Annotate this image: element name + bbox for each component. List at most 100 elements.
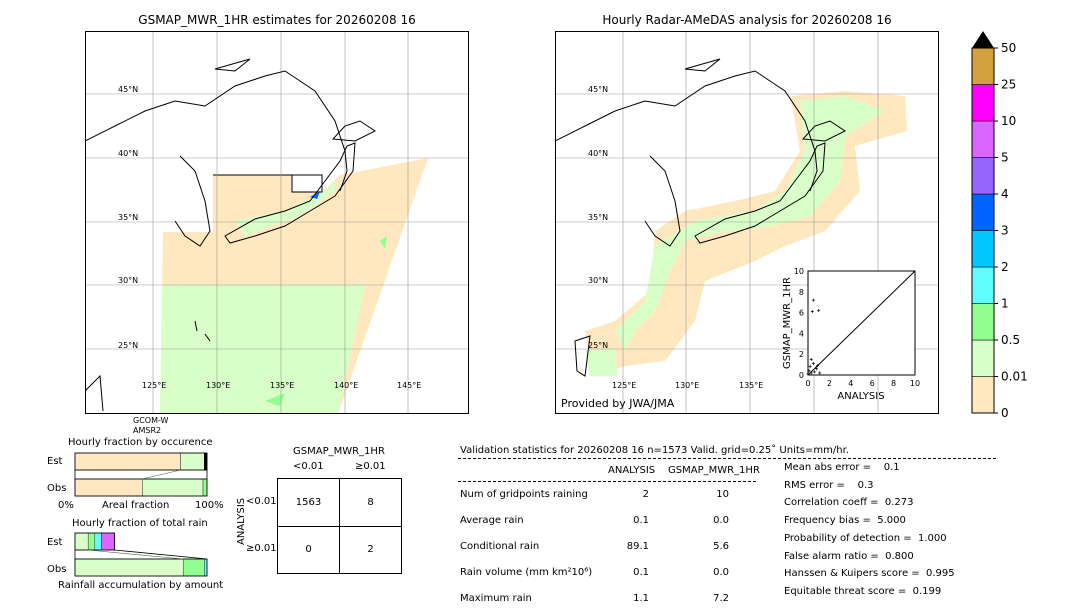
bar-segment-obs bbox=[74, 558, 184, 577]
data-credit: Provided by JWA/JMA bbox=[561, 397, 675, 410]
score-line: RMS error = 0.3 bbox=[784, 479, 874, 491]
colorbar-level bbox=[971, 303, 995, 341]
colorbar-level bbox=[971, 47, 995, 85]
scatter-point bbox=[811, 362, 815, 366]
right-map-title: Hourly Radar-AMeDAS analysis for 2026020… bbox=[602, 13, 892, 27]
lon-label: 125°E bbox=[142, 381, 167, 390]
left-map-gridlines bbox=[85, 31, 469, 414]
stat-gsmap-value: 0.0 bbox=[713, 567, 729, 578]
colorbar-level bbox=[971, 84, 995, 122]
colorbar-level bbox=[971, 230, 995, 268]
right-map-coastlines bbox=[555, 58, 846, 377]
occurrence-tick-100: 100% bbox=[195, 500, 224, 511]
stat-analysis-value: 0.1 bbox=[633, 515, 649, 526]
lat-label: 30°N bbox=[588, 276, 609, 285]
stat-label: Average rain bbox=[460, 515, 524, 526]
occurrence-est-label: Est bbox=[47, 456, 63, 467]
stat-label: Num of gridpoints raining bbox=[460, 489, 588, 500]
score-line: Hanssen & Kuipers score = 0.995 bbox=[784, 568, 955, 580]
cell-hit-none: 1563 bbox=[295, 497, 322, 508]
scatter-ylabel: GSMAP_MWR_1HR bbox=[782, 277, 793, 369]
scatter-xtick: 10 bbox=[910, 379, 920, 388]
bar-segment-est bbox=[101, 532, 115, 551]
colorbar-label: 50 bbox=[1001, 41, 1016, 55]
lon-label: 135°E bbox=[270, 381, 295, 390]
contingency-title: GSMAP_MWR_1HR bbox=[293, 446, 385, 457]
bar-segment-est bbox=[74, 452, 181, 471]
bar-segment-est bbox=[180, 452, 205, 471]
occurrence-xlabel: Areal fraction bbox=[102, 500, 170, 511]
colorbar-extend-arrow bbox=[972, 31, 994, 48]
stat-analysis-value: 1.1 bbox=[633, 593, 649, 604]
lat-label: 25°N bbox=[588, 341, 609, 350]
left-map-title: GSMAP_MWR_1HR estimates for 20260208 16 bbox=[138, 13, 416, 27]
scatter-point bbox=[807, 369, 811, 373]
stat-gsmap-value: 7.2 bbox=[713, 593, 729, 604]
scatter-point bbox=[818, 371, 822, 375]
cell-miss: 0 bbox=[305, 544, 312, 555]
contingency-row-label: <0.01 bbox=[246, 496, 277, 507]
swath-mask bbox=[213, 174, 323, 193]
score-line: Mean abs error = 0.1 bbox=[784, 462, 900, 473]
stat-label: Maximum rain bbox=[460, 593, 532, 604]
bar-segment-obs bbox=[182, 558, 205, 577]
scatter-point bbox=[809, 357, 813, 361]
scatter-xtick: 4 bbox=[848, 379, 853, 388]
right-map bbox=[555, 31, 939, 414]
colorbar-label: 0.01 bbox=[1001, 370, 1028, 384]
scatter-ytick: 6 bbox=[799, 309, 804, 318]
scatter-ytick: 8 bbox=[799, 288, 804, 297]
colorbar-label: 0 bbox=[1001, 406, 1009, 420]
left-map-coastlines bbox=[85, 58, 376, 412]
lat-label: 45°N bbox=[588, 85, 609, 94]
scatter-point bbox=[811, 298, 815, 302]
scatter-ytick: 4 bbox=[799, 329, 804, 338]
lon-label: 135°E bbox=[739, 381, 764, 390]
right-map-frame bbox=[555, 31, 939, 414]
contingency-col-label: ≥0.01 bbox=[355, 461, 386, 472]
colorbar-level bbox=[971, 157, 995, 195]
stats-col-gsmap: GSMAP_MWR_1HR bbox=[668, 465, 760, 476]
colorbar-label: 0.5 bbox=[1001, 333, 1020, 347]
colorbar-label: 3 bbox=[1001, 224, 1009, 238]
colorbar-level bbox=[971, 339, 995, 377]
lon-label: 125°E bbox=[612, 381, 637, 390]
scatter-point bbox=[815, 367, 819, 371]
contingency-row-label: ≥0.01 bbox=[246, 543, 277, 554]
score-line: False alarm ratio = 0.800 bbox=[784, 550, 914, 562]
satellite-label: GCOM-W bbox=[133, 416, 169, 425]
bar-segment-est bbox=[87, 532, 96, 551]
cell-false-alarm: 8 bbox=[367, 497, 374, 508]
lat-label: 40°N bbox=[588, 149, 609, 158]
rain-est-label: Est bbox=[47, 537, 63, 548]
scatter-xtick: 6 bbox=[870, 379, 875, 388]
scatter-point bbox=[806, 372, 810, 376]
stat-analysis-value: 89.1 bbox=[626, 541, 649, 552]
score-line: Correlation coeff = 0.273 bbox=[784, 497, 914, 509]
bar-segment-obs bbox=[202, 478, 208, 497]
contingency-col-label: <0.01 bbox=[293, 461, 324, 472]
bar-segment-obs bbox=[142, 478, 204, 497]
scatter-ytick: 2 bbox=[799, 350, 804, 359]
gsmap-rain-patch bbox=[265, 393, 285, 406]
bar-segment-obs bbox=[74, 478, 143, 497]
lon-label: 130°E bbox=[675, 381, 700, 390]
scatter-inset: 0 2 4 6 8 10 0 2 4 6 8 10 ANALYSIS GSMAP_MWR_1HR bbox=[782, 267, 920, 402]
occurrence-title: Hourly fraction by occurence bbox=[68, 437, 213, 448]
scatter-xtick: 2 bbox=[827, 379, 832, 388]
scatter-xtick: 8 bbox=[891, 379, 896, 388]
stat-label: Rain volume (mm km²10⁶) bbox=[460, 567, 593, 578]
left-map bbox=[85, 31, 469, 414]
scatter-point bbox=[809, 371, 813, 375]
scatter-point bbox=[810, 310, 814, 314]
scatter-xtick: 0 bbox=[805, 379, 810, 388]
lon-label: 130°E bbox=[206, 381, 231, 390]
stat-analysis-value: 2 bbox=[642, 489, 649, 500]
lat-label: 40°N bbox=[118, 149, 139, 158]
lat-label: 25°N bbox=[118, 341, 139, 350]
rain-obs-label: Obs bbox=[47, 564, 67, 575]
stat-label: Conditional rain bbox=[460, 541, 540, 552]
lat-label: 35°N bbox=[588, 213, 609, 222]
gsmap-rain-patch bbox=[380, 236, 387, 249]
